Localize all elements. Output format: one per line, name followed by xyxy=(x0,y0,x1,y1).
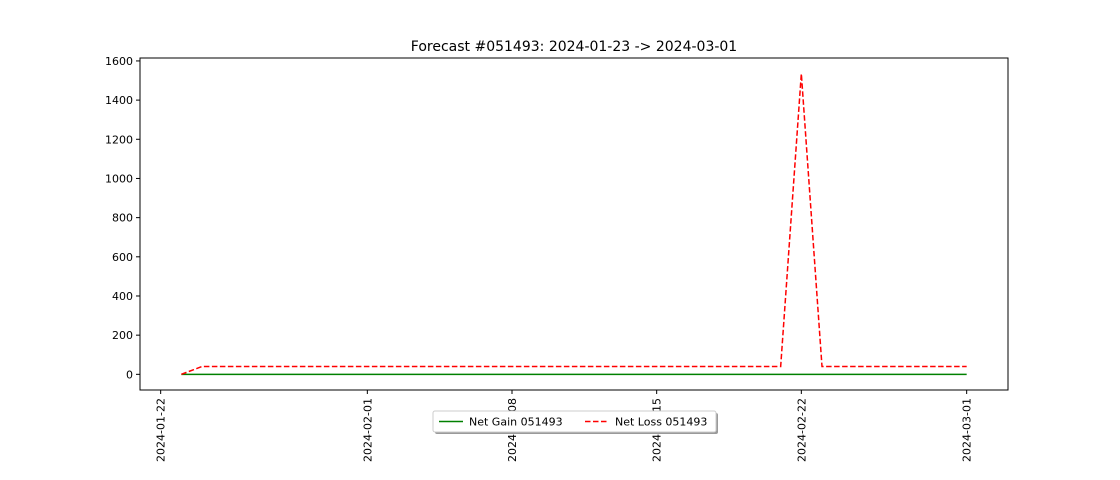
net-loss-line xyxy=(181,73,967,376)
legend-box xyxy=(432,410,717,433)
chart-title: Forecast #051493: 2024-01-23 -> 2024-03-… xyxy=(411,39,737,55)
y-tick-label: 800 xyxy=(112,212,133,225)
y-tick-label: 1000 xyxy=(105,172,133,185)
plot-lines xyxy=(181,73,967,376)
legend: Net Gain 051493 Net Loss 051493 xyxy=(432,410,718,434)
y-tick-label: 1400 xyxy=(105,94,133,107)
plot-frame xyxy=(139,57,1009,391)
y-tick-label: 200 xyxy=(112,329,133,342)
y-tick-label: 1600 xyxy=(105,55,133,68)
y-tick-label: 1200 xyxy=(105,133,133,146)
x-tick-label: 2024-02-01 xyxy=(361,398,374,462)
x-tick-label: 2024-03-01 xyxy=(961,398,974,462)
x-tick-label: 2024-01-22 xyxy=(155,398,168,462)
legend-label: Net Loss 051493 xyxy=(615,416,707,429)
y-tick-label: 0 xyxy=(126,368,133,381)
y-tick-label: 600 xyxy=(112,251,133,264)
y-axis: 0 200 400 600 800 1000 1200 1400 1600 xyxy=(105,55,140,381)
y-tick-label: 400 xyxy=(112,290,133,303)
legend-label: Net Gain 051493 xyxy=(469,416,563,429)
x-tick-label: 2024-02-22 xyxy=(795,398,808,462)
